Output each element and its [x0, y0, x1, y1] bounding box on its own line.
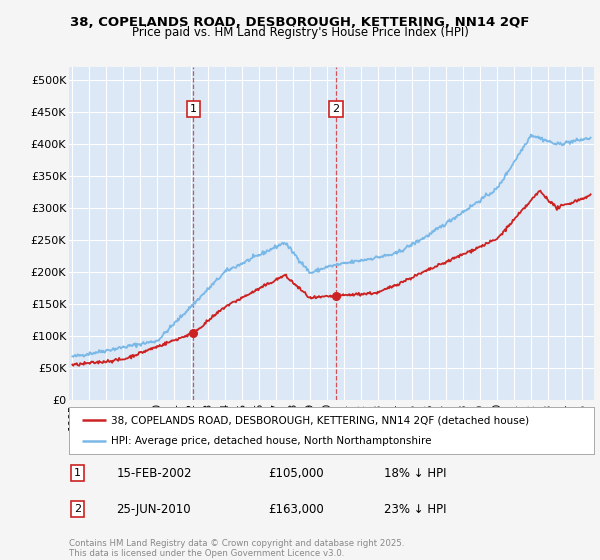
Text: 1: 1 — [74, 468, 81, 478]
Text: Contains HM Land Registry data © Crown copyright and database right 2025.
This d: Contains HM Land Registry data © Crown c… — [69, 539, 404, 558]
Text: 38, COPELANDS ROAD, DESBOROUGH, KETTERING, NN14 2QF (detached house): 38, COPELANDS ROAD, DESBOROUGH, KETTERIN… — [111, 415, 529, 425]
Text: £163,000: £163,000 — [269, 503, 324, 516]
Text: HPI: Average price, detached house, North Northamptonshire: HPI: Average price, detached house, Nort… — [111, 436, 431, 446]
Text: 23% ↓ HPI: 23% ↓ HPI — [384, 503, 446, 516]
Text: 25-JUN-2010: 25-JUN-2010 — [116, 503, 191, 516]
Text: 18% ↓ HPI: 18% ↓ HPI — [384, 467, 446, 480]
Text: 2: 2 — [74, 504, 81, 514]
Text: 1: 1 — [190, 104, 197, 114]
Text: 15-FEB-2002: 15-FEB-2002 — [116, 467, 192, 480]
Text: £105,000: £105,000 — [269, 467, 324, 480]
Text: 38, COPELANDS ROAD, DESBOROUGH, KETTERING, NN14 2QF: 38, COPELANDS ROAD, DESBOROUGH, KETTERIN… — [70, 16, 530, 29]
Text: 2: 2 — [332, 104, 340, 114]
Text: Price paid vs. HM Land Registry's House Price Index (HPI): Price paid vs. HM Land Registry's House … — [131, 26, 469, 39]
